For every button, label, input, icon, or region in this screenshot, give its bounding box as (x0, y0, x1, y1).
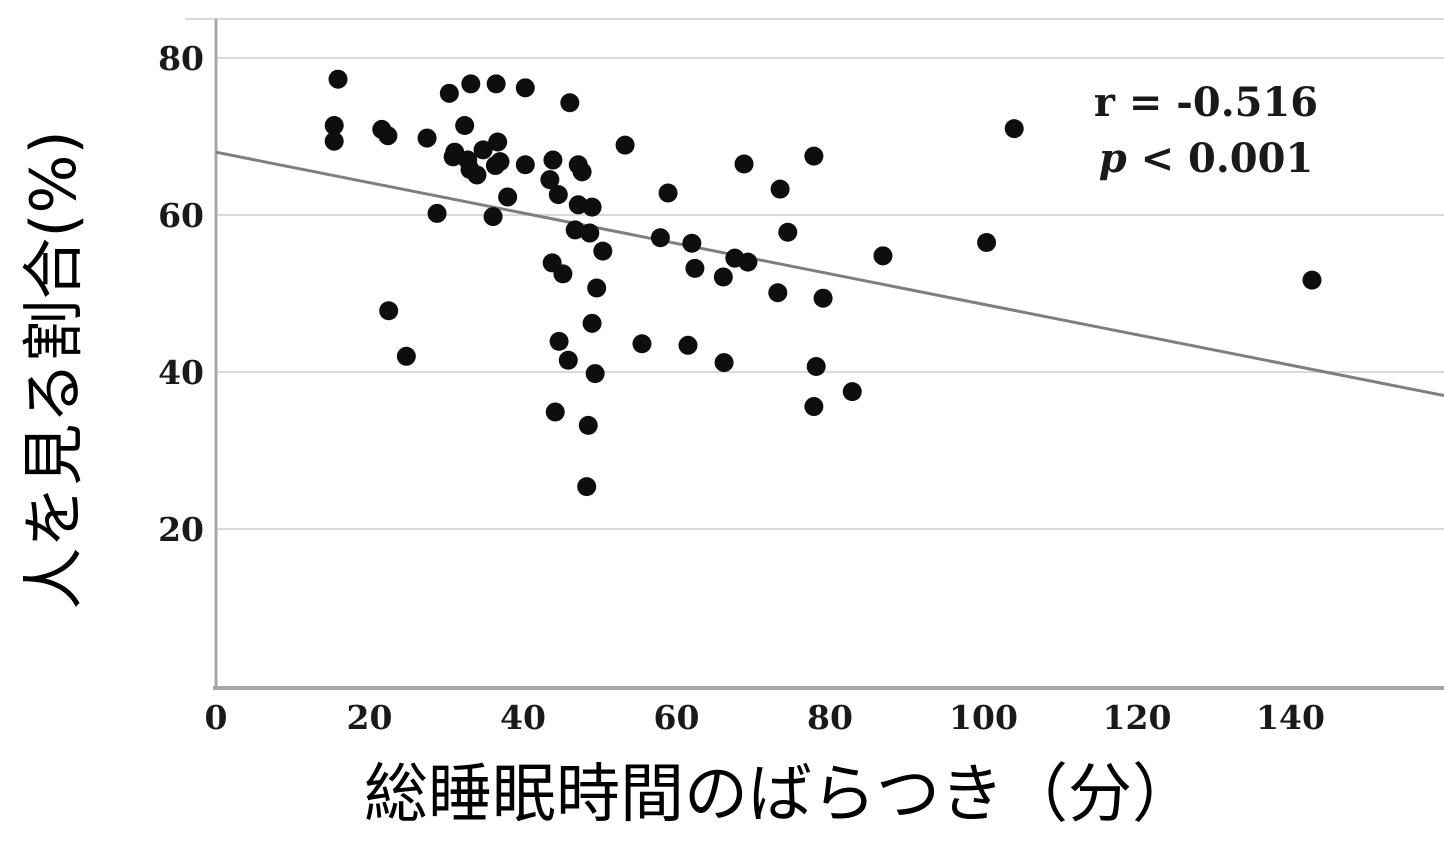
data-point (632, 334, 652, 354)
data-point (396, 346, 416, 366)
data-point (593, 241, 613, 261)
data-point (545, 402, 565, 422)
data-point (582, 313, 602, 333)
data-point (577, 477, 597, 497)
data-points (324, 69, 1322, 497)
data-point (553, 264, 573, 284)
data-point (778, 222, 798, 242)
data-point (549, 331, 569, 351)
x-tick-0: 0 (205, 698, 228, 737)
trendline (215, 150, 1444, 398)
data-point (379, 301, 399, 321)
y-tick-40: 40 (158, 353, 204, 392)
x-tick-120: 120 (1103, 698, 1172, 737)
p-value-text: < 0.001 (1127, 135, 1314, 182)
x-tick-80: 80 (807, 698, 853, 737)
x-tick-labels: 0 20 40 60 80 100 120 140 (205, 698, 1325, 737)
data-point (486, 74, 506, 94)
data-point (324, 131, 344, 151)
y-tick-80: 80 (158, 39, 204, 78)
p-value-symbol: p (1099, 135, 1127, 182)
data-point (324, 116, 344, 136)
data-point (813, 288, 833, 308)
data-point (582, 197, 602, 217)
data-point (650, 228, 670, 248)
data-point (1302, 270, 1322, 290)
data-point (873, 246, 893, 266)
y-tick-20: 20 (158, 510, 204, 549)
data-point (768, 283, 788, 303)
data-point (713, 267, 733, 287)
data-point (515, 155, 535, 175)
x-tick-20: 20 (347, 698, 393, 737)
data-point (460, 159, 480, 179)
data-point (540, 170, 560, 190)
data-point (714, 353, 734, 373)
y-tick-labels: 20 40 60 80 (158, 39, 204, 549)
data-point (734, 154, 754, 174)
data-point (587, 278, 607, 298)
data-point (738, 252, 758, 272)
data-point (473, 140, 493, 160)
data-point (543, 150, 563, 170)
data-point (560, 93, 580, 113)
y-tick-60: 60 (158, 196, 204, 235)
data-point (585, 364, 605, 384)
data-point (804, 397, 824, 417)
data-point (548, 185, 568, 205)
data-point (678, 335, 698, 355)
data-point (417, 128, 437, 148)
x-tick-140: 140 (1256, 698, 1325, 737)
y-axis-title: 人を見る割合(%) (17, 130, 90, 609)
x-axis-title: 総睡眠時間のばらつき（分） (364, 758, 1196, 832)
data-point (658, 183, 678, 203)
x-tick-100: 100 (949, 698, 1018, 737)
data-point (1004, 119, 1024, 139)
data-point (578, 415, 598, 435)
data-point (682, 233, 702, 253)
data-point (498, 187, 518, 207)
data-point (443, 147, 463, 167)
data-point (580, 223, 600, 243)
data-point (515, 78, 535, 98)
data-point (483, 207, 503, 227)
data-point (842, 382, 862, 402)
x-tick-60: 60 (654, 698, 700, 737)
data-point (977, 232, 997, 252)
data-point (804, 146, 824, 166)
data-point (427, 203, 447, 223)
data-point (685, 258, 705, 278)
data-point (615, 135, 635, 155)
data-point (485, 156, 505, 176)
data-point (565, 220, 585, 240)
data-point (770, 179, 790, 199)
correlation-r-annotation: r = -0.516 (1094, 79, 1318, 126)
data-point (572, 162, 592, 182)
x-tick-40: 40 (500, 698, 546, 737)
p-value-annotation: p < 0.001 (1099, 135, 1314, 182)
data-point (439, 83, 459, 103)
gridlines (216, 57, 1444, 530)
data-point (461, 74, 481, 94)
data-point (378, 126, 398, 146)
data-point (328, 69, 348, 89)
data-point (558, 350, 578, 370)
data-point (806, 357, 826, 377)
data-point (455, 116, 475, 136)
data-point (488, 132, 508, 152)
